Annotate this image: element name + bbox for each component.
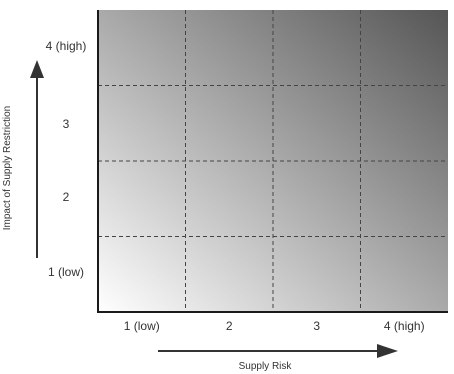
x-tick-label: 3 [313,319,320,333]
y-axis-arrow-head-icon [30,60,44,78]
x-axis-title: Supply Risk [239,361,293,372]
y-tick-label: 3 [63,117,70,131]
y-tick-label: 1 (low) [48,265,84,279]
y-tick-label: 4 (high) [46,39,87,53]
x-tick-label: 2 [226,319,233,333]
x-tick-labels: 1 (low) 2 3 4 (high) [124,319,425,333]
x-tick-label: 1 (low) [124,319,160,333]
y-axis-title: Impact of Supply Restriction [2,106,13,231]
x-tick-label: 4 (high) [384,319,425,333]
horizontal-gridlines [98,85,448,237]
y-tick-labels: 1 (low) 2 3 4 (high) [46,39,87,279]
y-tick-label: 2 [63,190,70,204]
x-axis-arrow-head-icon [377,344,398,358]
